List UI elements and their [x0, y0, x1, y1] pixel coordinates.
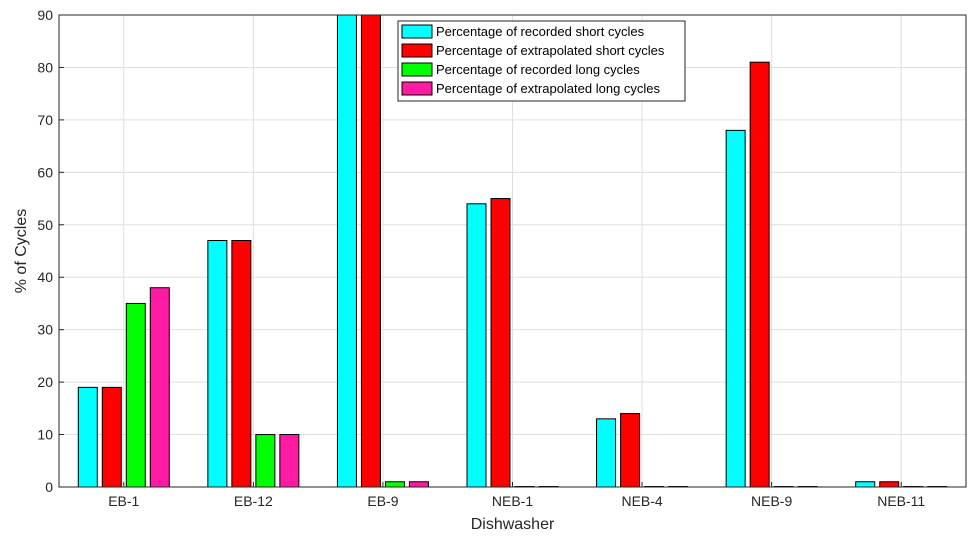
bar-neb-1-series-1 [466, 203, 487, 488]
bar-neb-4-series-2 [620, 413, 641, 488]
bar-eb-9-series-2 [360, 14, 381, 488]
y-tick-label: 40 [37, 269, 53, 285]
bar-eb-1-series-4 [149, 287, 170, 488]
x-tick-label: EB-1 [108, 493, 139, 509]
legend-label: Percentage of extrapolated short cycles [436, 43, 665, 58]
bar-eb-9-series-1 [336, 14, 357, 488]
bar-eb-1-series-3 [125, 302, 146, 488]
y-tick-label: 50 [37, 217, 53, 233]
legend-box [397, 20, 686, 102]
y-axis-title: % of Cycles [13, 209, 30, 293]
bar-eb-9-series-3 [384, 481, 405, 488]
legend-swatch [401, 62, 433, 77]
x-tick-label: NEB-1 [492, 493, 533, 509]
bar-neb-9-series-1 [725, 129, 746, 488]
legend-label: Percentage of recorded long cycles [436, 62, 640, 77]
y-tick-label: 0 [45, 479, 53, 495]
bar-neb-9-series-2 [749, 61, 770, 488]
x-axis-title: Dishwasher [471, 516, 555, 533]
y-tick-label: 60 [37, 164, 53, 180]
bar-neb-1-series-2 [490, 198, 511, 488]
bar-neb-4-series-1 [596, 418, 617, 488]
bar-neb-11-series-1 [855, 481, 876, 488]
x-tick-label: NEB-9 [751, 493, 792, 509]
bar-neb-11-series-2 [879, 481, 900, 488]
legend-label: Percentage of recorded short cycles [436, 24, 645, 39]
bar-eb-12-series-3 [255, 434, 276, 488]
bar-eb-12-series-2 [231, 240, 252, 488]
legend-swatch [401, 24, 433, 39]
y-tick-label: 30 [37, 322, 53, 338]
bar-eb-9-series-4 [408, 481, 429, 488]
legend: Percentage of recorded short cycles Perce… [397, 20, 686, 102]
y-tick-label: 10 [37, 427, 53, 443]
y-tick-label: 80 [37, 59, 53, 75]
y-tick-label: 20 [37, 374, 53, 390]
y-tick-label: 70 [37, 112, 53, 128]
x-tick-label: EB-12 [234, 493, 273, 509]
y-tick-label: 90 [37, 7, 53, 23]
bar-eb-12-series-4 [279, 434, 300, 488]
x-axis-ticks: EB-1 EB-12 EB-9 NEB-1 NEB-4 NEB-9 NEB-11 [108, 482, 925, 509]
x-tick-label: NEB-4 [621, 493, 662, 509]
bar-eb-1-series-1 [77, 386, 98, 488]
legend-swatch [401, 43, 433, 58]
legend-swatch [401, 81, 433, 96]
x-tick-label: NEB-11 [877, 493, 925, 509]
bar-eb-12-series-1 [207, 240, 228, 488]
legend-label: Percentage of extrapolated long cycles [436, 81, 661, 96]
bar-eb-1-series-2 [101, 386, 122, 488]
y-axis-ticks: 0 10 20 30 40 50 60 70 80 90 [37, 7, 64, 495]
x-tick-label: EB-9 [367, 493, 398, 509]
